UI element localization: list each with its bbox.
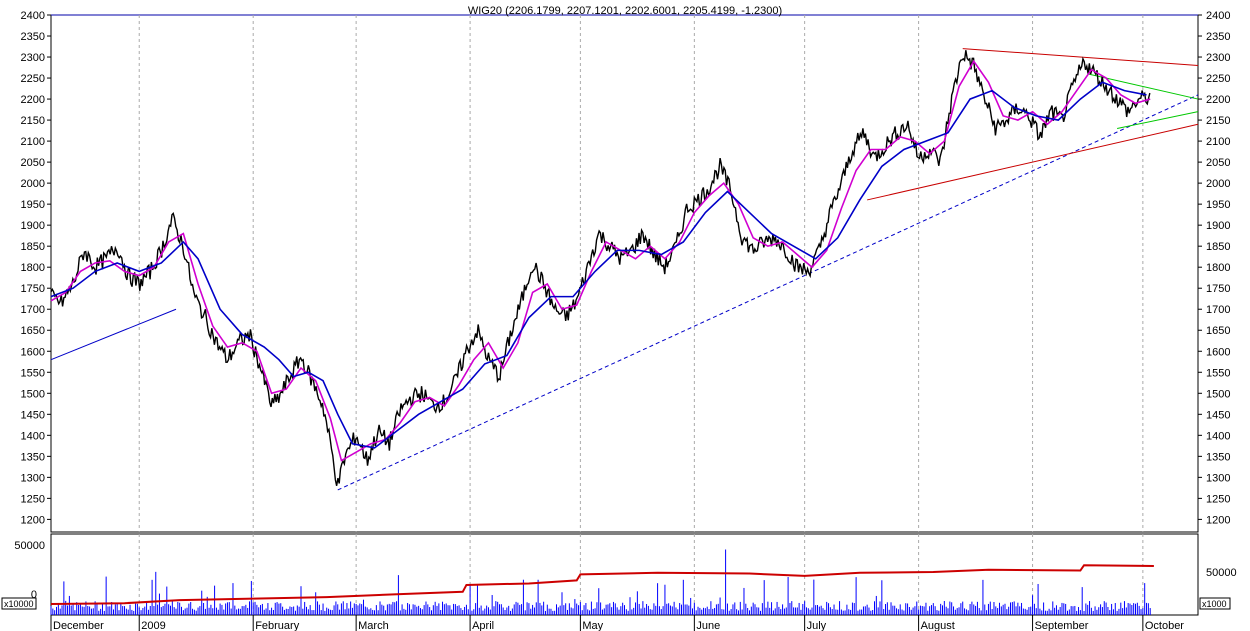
- right-tick-label: 1500: [1206, 388, 1230, 400]
- price-panel-border: [50, 14, 1199, 533]
- price-line: [50, 50, 1151, 486]
- volume-left-unit: x10000: [4, 599, 34, 609]
- left-tick-label: 1450: [21, 409, 45, 421]
- right-tick-label: 2000: [1206, 178, 1230, 190]
- month-label: April: [472, 620, 494, 631]
- left-tick-label: 2300: [21, 52, 45, 64]
- left-tick-label: 2000: [21, 178, 45, 190]
- right-tick-label: 2200: [1206, 94, 1230, 106]
- left-tick-label: 1550: [21, 367, 45, 379]
- right-tick-label: 1200: [1206, 514, 1230, 526]
- left-tick-label: 1400: [21, 430, 45, 442]
- left-tick-label: 1650: [21, 325, 45, 337]
- left-tick-label: 1850: [21, 241, 45, 253]
- chart-title: WIG20 (2206.1799, 2207.1201, 2202.6001, …: [468, 5, 782, 17]
- right-tick-label: 1650: [1206, 325, 1230, 337]
- trendline: [1117, 111, 1199, 129]
- right-tick-label: 1600: [1206, 346, 1230, 358]
- month-label: May: [582, 620, 603, 631]
- right-tick-label: 1950: [1206, 199, 1230, 211]
- month-label: August: [921, 620, 955, 631]
- volume-panel: [50, 549, 1154, 615]
- volume-left-unit-box: [1, 597, 37, 610]
- chart-grid: [138, 15, 1144, 615]
- month-label: March: [358, 620, 389, 631]
- left-tick-label: 1200: [21, 514, 45, 526]
- right-tick-label: 1800: [1206, 262, 1230, 274]
- volume-right-tick: 50000: [1206, 567, 1237, 579]
- left-tick-label: 2050: [21, 157, 45, 169]
- volume-left-tick: 0: [31, 589, 37, 601]
- right-tick-label: 2400: [1206, 10, 1230, 22]
- right-tick-label: 2300: [1206, 52, 1230, 64]
- month-label: June: [696, 620, 720, 631]
- trendline: [867, 123, 1199, 201]
- right-tick-label: 2250: [1206, 73, 1230, 85]
- moving-average-short: [50, 59, 1151, 462]
- right-tick-label: 2100: [1206, 136, 1230, 148]
- right-tick-label: 1300: [1206, 472, 1230, 484]
- left-tick-label: 1300: [21, 472, 45, 484]
- right-tick-label: 1850: [1206, 241, 1230, 253]
- month-label: October: [1145, 620, 1184, 631]
- month-label: February: [255, 620, 300, 631]
- trendlines: [50, 48, 1199, 491]
- left-tick-label: 1600: [21, 346, 45, 358]
- right-tick-label: 1700: [1206, 304, 1230, 316]
- right-tick-label: 2150: [1206, 115, 1230, 127]
- left-tick-label: 1800: [21, 262, 45, 274]
- left-tick-label: 2100: [21, 136, 45, 148]
- left-tick-label: 2150: [21, 115, 45, 127]
- volume-right-unit-box: [1199, 597, 1231, 610]
- trendline: [337, 94, 1199, 491]
- right-tick-label: 2050: [1206, 157, 1230, 169]
- right-tick-label: 1250: [1206, 493, 1230, 505]
- month-label: 2009: [141, 620, 165, 631]
- left-tick-label: 1350: [21, 451, 45, 463]
- right-tick-label: 1400: [1206, 430, 1230, 442]
- price-series: [50, 50, 1151, 486]
- left-tick-label: 1950: [21, 199, 45, 211]
- month-label: December: [53, 620, 104, 631]
- volume-right-unit: x1000: [1202, 599, 1227, 609]
- right-tick-label: 1350: [1206, 451, 1230, 463]
- right-tick-label: 1550: [1206, 367, 1230, 379]
- left-tick-label: 2250: [21, 73, 45, 85]
- volume-left-tick: 50000: [14, 540, 45, 552]
- left-tick-label: 1750: [21, 283, 45, 295]
- moving-average-long: [50, 81, 1147, 449]
- right-tick-label: 1450: [1206, 409, 1230, 421]
- left-tick-label: 1250: [21, 493, 45, 505]
- left-tick-label: 1500: [21, 388, 45, 400]
- obv-line: [50, 564, 1154, 605]
- trendline: [50, 308, 177, 361]
- right-tick-label: 1750: [1206, 283, 1230, 295]
- left-tick-label: 1900: [21, 220, 45, 232]
- month-label: September: [1035, 620, 1089, 631]
- chart-frame: [50, 14, 1199, 616]
- left-tick-label: 2400: [21, 10, 45, 22]
- month-label: July: [807, 620, 827, 631]
- left-tick-label: 2350: [21, 31, 45, 43]
- trendline: [962, 48, 1199, 66]
- left-tick-label: 2200: [21, 94, 45, 106]
- left-tick-label: 1700: [21, 304, 45, 316]
- volume-panel-border: [50, 533, 1199, 616]
- axes-labels: December 2009 February March April May June Jul…: [1, 10, 1237, 631]
- right-tick-label: 1900: [1206, 220, 1230, 232]
- right-tick-label: 2350: [1206, 31, 1230, 43]
